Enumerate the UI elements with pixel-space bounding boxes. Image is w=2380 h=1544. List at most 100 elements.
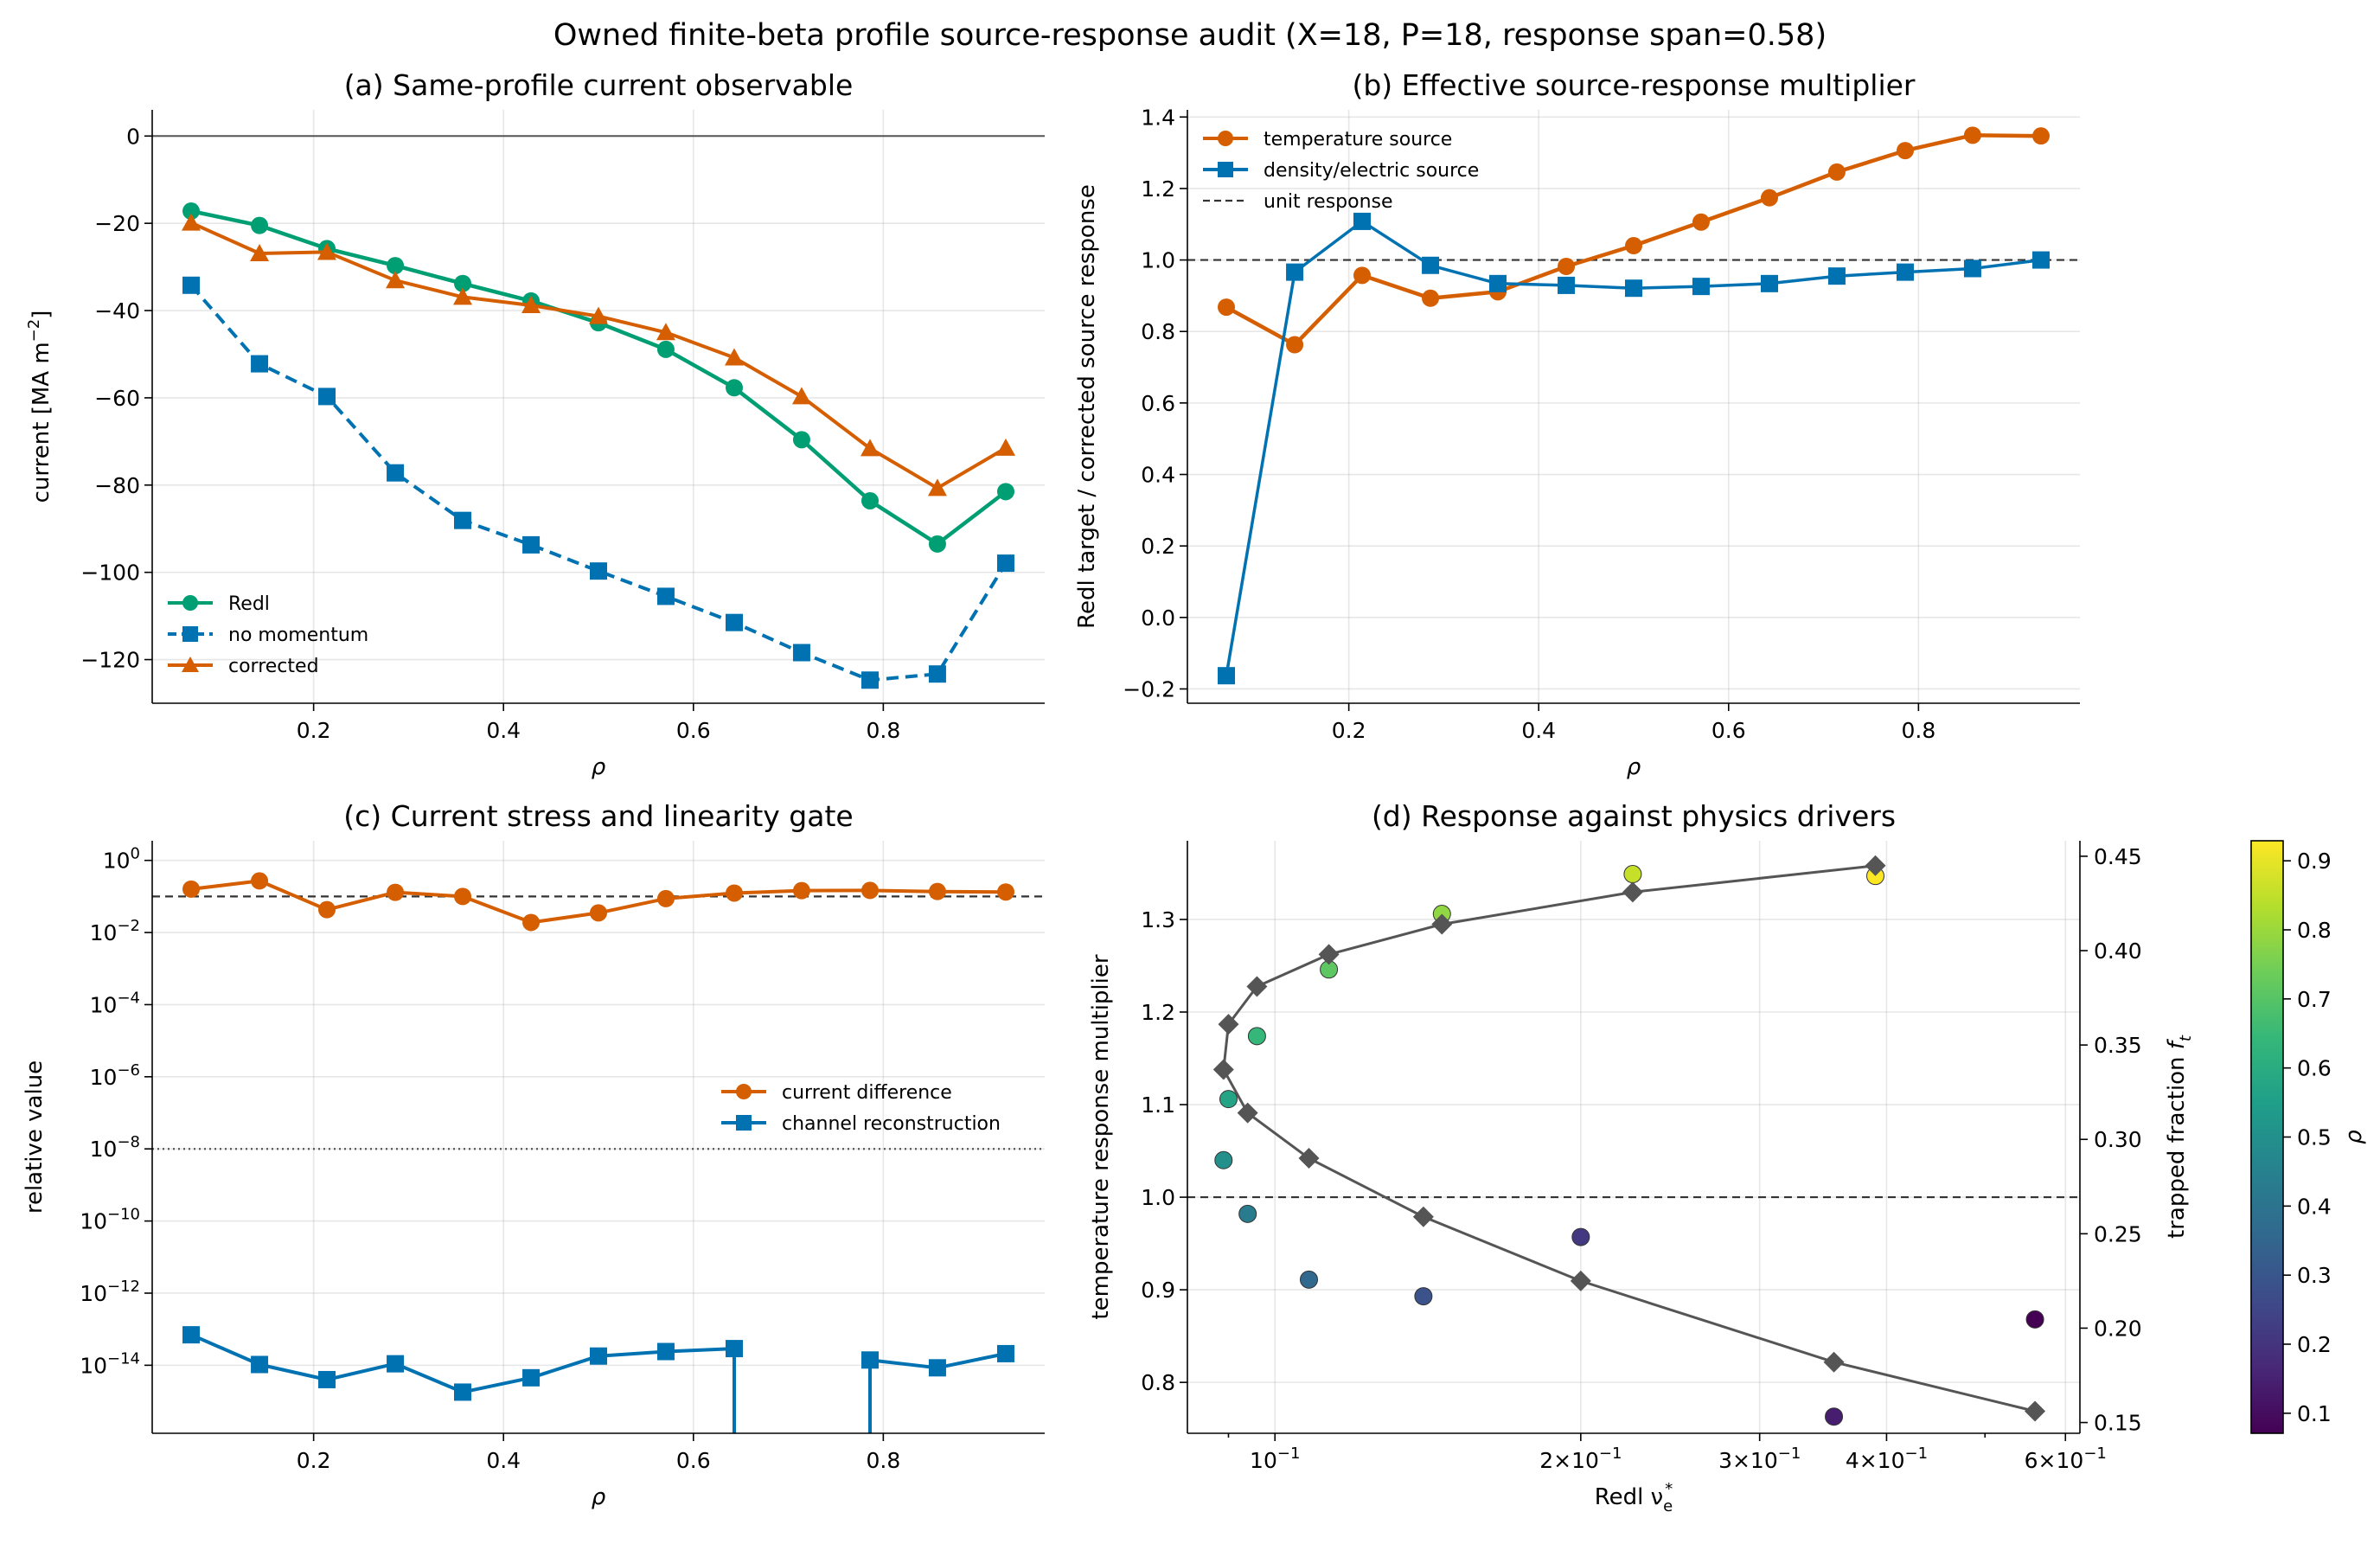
legend-marker	[182, 626, 198, 642]
legend-label: temperature source	[1264, 129, 1452, 151]
scatter-point	[1414, 1287, 1433, 1306]
y-tick-label: 100	[103, 845, 140, 874]
x-axis-label: Redl νe*	[1595, 1480, 1673, 1515]
legend: Redl no momentum corrected	[168, 593, 368, 677]
legend-item: channel reconstruction	[721, 1113, 1001, 1135]
colorbar-tick-label: 0.3	[2297, 1263, 2332, 1288]
data-point	[251, 1355, 269, 1374]
legend-label: corrected	[228, 656, 319, 677]
y-tick-label: −120	[80, 648, 140, 673]
x-tick-label: 3×10−1	[1718, 1445, 1801, 1473]
colorbar-tick-label: 0.1	[2297, 1401, 2332, 1426]
data-point	[1218, 667, 1236, 685]
y-tick-label: −40	[94, 298, 140, 324]
data-point	[928, 882, 946, 900]
data-point	[1558, 276, 1576, 294]
y-tick-label: 1.0	[1141, 248, 1175, 273]
colorbar-tick-label: 0.8	[2297, 918, 2332, 943]
data-point	[1827, 267, 1846, 285]
legend-label: no momentum	[228, 625, 368, 646]
data-point	[522, 913, 541, 932]
data-point	[250, 243, 270, 261]
data-point	[182, 276, 201, 294]
data-point	[182, 202, 201, 221]
series-1	[1218, 212, 2050, 685]
data-point	[1827, 163, 1846, 181]
y-tick-label: 0.2	[1141, 534, 1175, 559]
data-point	[1963, 126, 1981, 144]
data-point	[860, 439, 880, 457]
y-tick-label: 1.2	[1141, 176, 1175, 202]
scatter-point	[1299, 1270, 1318, 1289]
colorbar-tick-label: 0.6	[2297, 1056, 2332, 1081]
data-point	[792, 431, 810, 449]
data-point	[861, 881, 879, 900]
trapped-fraction-marker	[1570, 1270, 1591, 1291]
data-point	[1286, 263, 1304, 281]
y-axis-label: current [MA m−2]	[25, 311, 54, 503]
scatter-point	[1247, 1027, 1266, 1046]
legend-marker	[182, 657, 199, 672]
scatter-point	[1825, 1407, 1844, 1426]
legend-label: Redl	[228, 593, 270, 615]
data-point	[927, 478, 947, 497]
legend-item: current difference	[721, 1082, 952, 1104]
y-tick-label: 1.2	[1141, 1000, 1175, 1025]
series-0	[182, 202, 1014, 553]
data-point	[928, 665, 946, 683]
data-point	[1353, 266, 1372, 285]
legend-marker	[182, 595, 198, 611]
trapped-fraction-marker	[1218, 1014, 1239, 1035]
trapped-fraction-marker	[1237, 1102, 1258, 1124]
panel-d-response-vs-drivers: 10−1 2×10−1 3×10−1 4×10−1 6×10−1 0.8 0.9 1.0 1.1…	[1088, 799, 2195, 1515]
data-point	[2031, 251, 2050, 269]
panel-title: (b) Effective source-response multiplier	[1352, 68, 1915, 102]
series-1	[182, 276, 1014, 689]
colorbar-rho: 0.1 0.2 0.3 0.4 0.5 0.6 0.7 0.8 0.9 ρ	[2250, 840, 2367, 1434]
series-0	[182, 872, 1014, 932]
trapped-fraction-marker	[1298, 1148, 1320, 1169]
data-point	[1896, 142, 1914, 160]
data-point	[996, 483, 1014, 501]
colorbar-tick-label: 0.2	[2297, 1332, 2332, 1357]
y-tick-label: −0.2	[1123, 676, 1175, 702]
data-point	[1625, 279, 1642, 298]
y-tick-label: 1.3	[1141, 907, 1175, 932]
y-tick-label: −60	[94, 386, 140, 411]
legend-marker	[736, 1115, 752, 1131]
colorbar-tick-label: 0.9	[2297, 849, 2332, 874]
data-point	[182, 1326, 201, 1344]
y2-tick-label: 0.45	[2094, 844, 2142, 869]
y-tick-label: 10−4	[90, 989, 140, 1017]
y-tick-label: 0.8	[1141, 319, 1175, 344]
y-tick-label: −80	[94, 473, 140, 498]
x-axis-label: ρ	[1627, 754, 1641, 780]
x-tick-label: 0.2	[297, 1448, 331, 1473]
legend: temperature source density/electric sourc…	[1203, 129, 1479, 213]
data-point	[387, 1355, 405, 1373]
y-tick-label: 0	[126, 124, 140, 149]
data-point	[792, 881, 810, 900]
data-point	[317, 242, 337, 260]
legend: current difference channel reconstruction	[721, 1082, 1001, 1135]
data-point	[454, 274, 472, 292]
data-point	[1896, 263, 1914, 281]
data-point	[791, 387, 811, 405]
data-point	[928, 1359, 946, 1377]
series-1	[182, 1326, 1014, 1433]
data-point	[521, 295, 541, 313]
data-point	[251, 216, 269, 234]
scatter-point	[1571, 1227, 1590, 1246]
trapped-fraction-marker	[2025, 1400, 2046, 1422]
data-point	[656, 340, 675, 358]
colorbar-tick-label: 0.7	[2297, 987, 2332, 1012]
trapped-fraction-marker	[1412, 1206, 1434, 1227]
scatter-point	[2025, 1310, 2044, 1329]
data-point	[589, 306, 608, 324]
y2-tick-label: 0.40	[2094, 939, 2142, 964]
x-tick-label: 0.2	[1332, 718, 1366, 743]
y-tick-label: 0.4	[1141, 463, 1175, 488]
data-point	[1692, 278, 1710, 296]
trapped-fraction-marker	[1318, 944, 1340, 965]
legend-marker	[1218, 131, 1233, 146]
